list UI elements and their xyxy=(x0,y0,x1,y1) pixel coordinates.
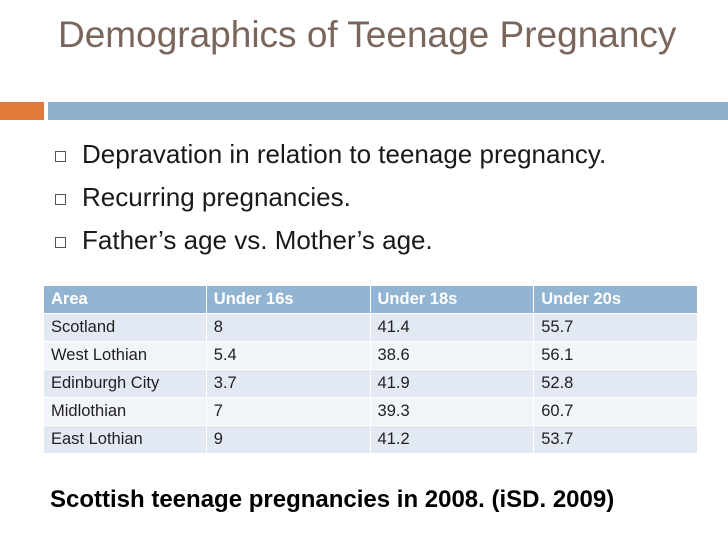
accent-bar-blue xyxy=(48,102,728,120)
table-row: East Lothian 9 41.2 53.7 xyxy=(43,425,698,454)
table-row: Scotland 8 41.4 55.7 xyxy=(43,313,698,342)
table-row: Edinburgh City 3.7 41.9 52.8 xyxy=(43,369,698,398)
table-header-row: Area Under 16s Under 18s Under 20s xyxy=(43,285,698,314)
bullet-item: Recurring pregnancies. xyxy=(55,176,606,219)
table-cell: 60.7 xyxy=(533,397,698,426)
table-cell: West Lothian xyxy=(43,341,207,370)
table-cell: 5.4 xyxy=(205,341,371,370)
column-header: Under 18s xyxy=(369,285,535,314)
table-cell: 3.7 xyxy=(205,369,371,398)
table-row: West Lothian 5.4 38.6 56.1 xyxy=(43,341,698,370)
table-cell: Midlothian xyxy=(43,397,207,426)
column-header: Area xyxy=(43,285,207,314)
checkbox-square-icon xyxy=(55,194,66,205)
table-cell: East Lothian xyxy=(43,425,207,454)
table-cell: 56.1 xyxy=(533,341,698,370)
bullet-text: Depravation in relation to teenage pregn… xyxy=(82,139,607,169)
table-cell: 55.7 xyxy=(533,313,698,342)
table-cell: 53.7 xyxy=(533,425,698,454)
table-row: Midlothian 7 39.3 60.7 xyxy=(43,397,698,426)
bullet-item: Father’s age vs. Mother’s age. xyxy=(55,219,606,262)
bullet-text: Recurring pregnancies. xyxy=(82,182,351,212)
checkbox-square-icon xyxy=(55,237,66,248)
table-cell: 41.4 xyxy=(369,313,535,342)
bullet-item: Depravation in relation to teenage pregn… xyxy=(55,133,606,176)
table-cell: 38.6 xyxy=(369,341,535,370)
slide-title: Demographics of Teenage Pregnancy xyxy=(58,14,677,55)
bullet-list: Depravation in relation to teenage pregn… xyxy=(55,133,606,262)
table-cell: 9 xyxy=(205,425,371,454)
bullet-text: Father’s age vs. Mother’s age. xyxy=(82,225,433,255)
table-cell: 7 xyxy=(205,397,371,426)
table-cell: 8 xyxy=(205,313,371,342)
table-cell: 41.9 xyxy=(369,369,535,398)
table-caption: Scottish teenage pregnancies in 2008. (i… xyxy=(50,486,615,513)
table-cell: Scotland xyxy=(43,313,207,342)
table-cell: 41.2 xyxy=(369,425,535,454)
column-header: Under 16s xyxy=(205,285,371,314)
table-cell: Edinburgh City xyxy=(43,369,207,398)
table-cell: 39.3 xyxy=(369,397,535,426)
accent-bar-orange xyxy=(0,102,44,120)
table-cell: 52.8 xyxy=(533,369,698,398)
pregnancy-table: Area Under 16s Under 18s Under 20s Scotl… xyxy=(43,285,698,454)
column-header: Under 20s xyxy=(533,285,698,314)
checkbox-square-icon xyxy=(55,151,66,162)
